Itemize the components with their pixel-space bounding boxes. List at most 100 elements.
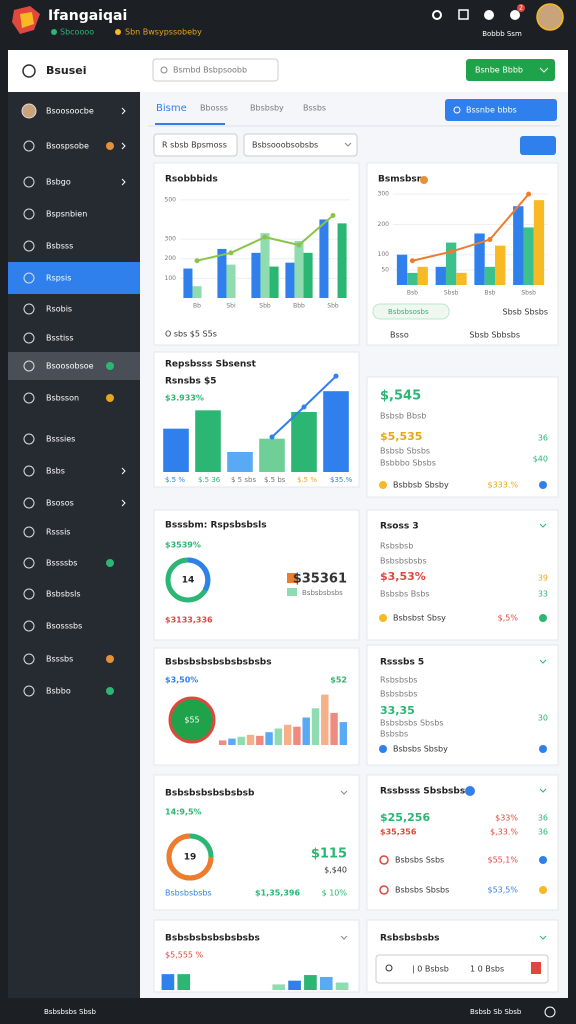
nav-icon [23,433,35,445]
kpi: $35361 [293,572,347,587]
nav-icon [23,465,35,477]
input[interactable] [375,954,549,984]
primary-button-label: Bsnbe Bbbb [475,66,523,75]
nav-item[interactable]: Bsssies [46,435,75,444]
y-tick-label: 200 [165,255,177,262]
tag-label: Bsbsbsosbs [388,308,429,316]
kpi: $,$40 [324,866,347,875]
hover-item [8,352,140,380]
bar [177,974,191,990]
line-point [301,404,307,410]
subtitle: Sbn Bwsypssobeby [125,28,202,37]
bar [237,736,245,745]
line-point [409,258,415,264]
kpi: 36 [538,814,548,823]
kpi: $,545 [380,389,421,404]
nav-item[interactable]: Bsstiss [46,334,74,343]
bar [495,245,506,285]
tab[interactable]: Bssbs [303,104,326,113]
nav-item[interactable]: Rspsis [46,274,71,283]
nav-icon [23,140,35,152]
nav-item[interactable]: Rsssis [46,528,70,537]
bar [396,254,408,285]
nav-item[interactable]: Bsbsson [46,394,79,403]
footer-right: Bsbsb Sb Sbsb [470,1008,522,1016]
nav-item[interactable]: Bspsnbien [46,210,87,219]
bar [311,708,320,745]
input-value: | 0 Bsbsb [412,965,449,974]
nav-item[interactable]: Bsosssbs [46,622,82,631]
nav-item[interactable]: Bsoosobsoe [46,362,94,371]
bar [226,264,236,298]
bar [283,724,292,745]
line-point [296,242,302,248]
x-tick-label: Bb [193,303,201,310]
nav-item[interactable]: Bsbs [46,467,65,476]
nav-item[interactable]: Bsosos [46,499,74,508]
bar [265,732,273,745]
primary-button[interactable] [466,59,555,81]
avatar[interactable] [536,3,564,31]
footer-value: $333.% [487,481,518,490]
user-name: Bobbb Ssm [482,30,522,38]
kpi: $115 [311,847,347,862]
bar [474,233,485,285]
row-label: Bsso [390,331,409,340]
nav-item[interactable]: Bssssbs [46,559,77,568]
label: Rsbsbsbs [380,676,417,685]
line: Bsbbbo Sbsbs [380,459,436,468]
settings-icon[interactable] [484,10,494,20]
bar [291,412,317,472]
bar [302,717,310,745]
nav-item[interactable]: Bsbgo [46,178,71,187]
chevron [121,178,126,186]
nav-badge [106,687,114,695]
nav-item[interactable]: Bsssbs [46,655,73,664]
line: Bsbsbsbs Sbsbs [380,719,444,728]
tag[interactable] [372,303,450,320]
bar [227,452,253,472]
grid-icon[interactable] [458,9,469,20]
x-tick-label: Bsb [484,290,495,297]
tab[interactable]: Bbosss [200,104,228,113]
row-value: Sbsb Sbbsbs [469,331,520,340]
filter-button[interactable] [445,99,557,121]
card-title: Rsbsbsbsbs [380,934,439,944]
nav-item[interactable]: Bsospsobe [46,142,89,151]
bar [456,272,467,285]
bar [269,266,279,298]
chevron [121,499,126,507]
footer: Bsbsbst Sbsy [393,614,446,623]
card [366,774,559,911]
line: Bsbsbs [380,730,408,739]
bar-label: $35.% [330,476,353,484]
date-filter[interactable] [153,133,238,157]
select[interactable] [243,133,358,157]
tab[interactable]: Bbsbsby [250,104,284,113]
card-title: Bsbsbsbsbsbsbsbsbs [165,658,272,668]
nav-item[interactable]: Bsbsbsls [46,590,81,599]
search-icon[interactable] [432,10,442,20]
nav-item[interactable]: Bsbbo [46,687,71,696]
date-filter-label: R sbsb Bpsmoss [162,141,227,150]
bar [293,726,301,745]
notification-icon[interactable] [510,10,520,20]
bar-label: $.5 bs [264,476,286,484]
x-tick-label: Sbi [226,303,236,310]
bar [218,740,227,745]
nav-item[interactable]: Bsbsss [46,242,73,251]
bar [335,982,349,990]
footer-side: $ 10% [322,889,348,898]
footer: Bsbbsb Sbsby [393,481,449,490]
kpi-side: 30 [538,714,548,723]
search-box[interactable] [152,58,279,82]
nav-item[interactable]: Bsoosoocbe [46,107,94,116]
card-title: Bsbsbsbsbsbsbsbs [165,934,260,944]
tab[interactable]: Bisme [156,103,187,114]
nav-item[interactable]: Rsobis [46,305,72,314]
chevron [121,142,126,150]
bar [484,266,496,285]
y-tick-label: 200 [378,221,390,228]
toggle[interactable] [520,136,556,155]
